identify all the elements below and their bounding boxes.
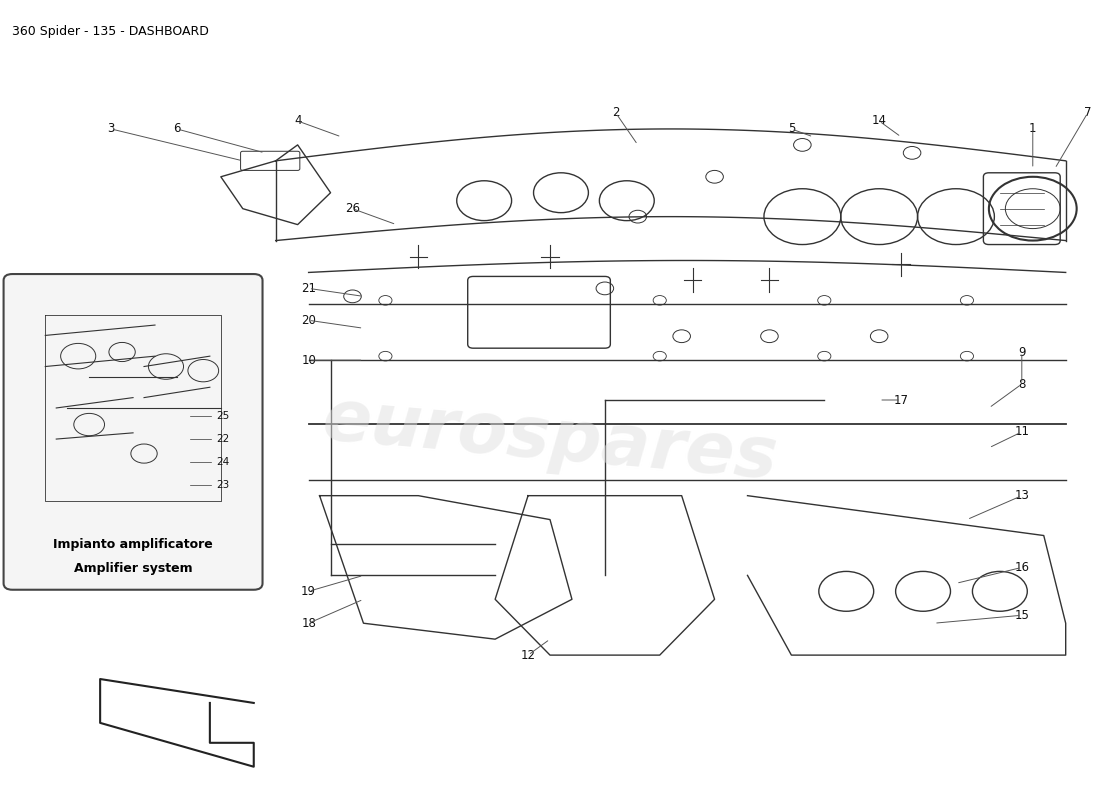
Text: 23: 23 xyxy=(217,480,230,490)
Text: 14: 14 xyxy=(871,114,887,127)
Text: 21: 21 xyxy=(301,282,316,295)
Text: 16: 16 xyxy=(1014,561,1030,574)
Text: 22: 22 xyxy=(217,434,230,444)
Polygon shape xyxy=(100,679,254,766)
Text: 4: 4 xyxy=(294,114,301,127)
Text: Amplifier system: Amplifier system xyxy=(74,562,192,575)
FancyBboxPatch shape xyxy=(3,274,263,590)
Text: 18: 18 xyxy=(301,617,316,630)
Text: 25: 25 xyxy=(217,411,230,422)
Text: 25: 25 xyxy=(213,338,229,350)
Text: 360 Spider - 135 - DASHBOARD: 360 Spider - 135 - DASHBOARD xyxy=(12,26,209,38)
Text: 10: 10 xyxy=(301,354,316,366)
Text: 15: 15 xyxy=(1014,609,1030,622)
Text: 9: 9 xyxy=(1019,346,1025,358)
Text: 20: 20 xyxy=(301,314,316,326)
Text: 7: 7 xyxy=(1084,106,1091,119)
Text: 8: 8 xyxy=(1019,378,1025,390)
Text: 11: 11 xyxy=(1014,426,1030,438)
Text: 23: 23 xyxy=(213,426,229,438)
Text: 26: 26 xyxy=(345,202,360,215)
Text: 13: 13 xyxy=(1014,489,1030,502)
Text: Impianto amplificatore: Impianto amplificatore xyxy=(53,538,213,551)
Text: 19: 19 xyxy=(301,585,316,598)
Text: eurospares: eurospares xyxy=(319,386,781,494)
Text: 17: 17 xyxy=(893,394,909,406)
Text: 22: 22 xyxy=(213,370,229,382)
Text: 3: 3 xyxy=(108,122,114,135)
Text: 24: 24 xyxy=(217,457,230,467)
Text: 1: 1 xyxy=(1028,122,1036,135)
Text: 24: 24 xyxy=(213,402,229,414)
Text: 5: 5 xyxy=(788,122,795,135)
Text: 2: 2 xyxy=(612,106,619,119)
Text: 12: 12 xyxy=(520,649,536,662)
Text: 6: 6 xyxy=(173,122,180,135)
